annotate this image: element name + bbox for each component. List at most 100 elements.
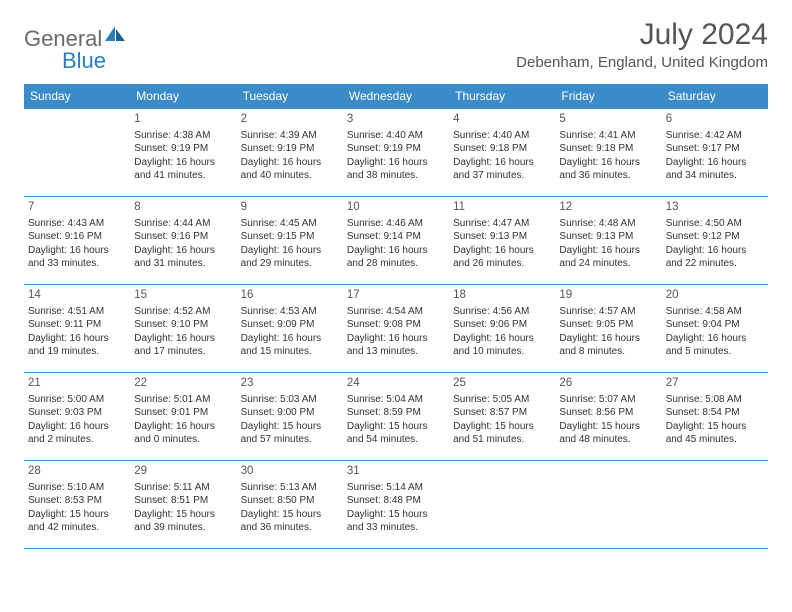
calendar-row: 21Sunrise: 5:00 AMSunset: 9:03 PMDayligh… bbox=[24, 373, 768, 461]
calendar-cell bbox=[662, 461, 768, 549]
calendar-cell: 12Sunrise: 4:48 AMSunset: 9:13 PMDayligh… bbox=[555, 197, 661, 285]
calendar-header: SundayMondayTuesdayWednesdayThursdayFrid… bbox=[24, 84, 768, 109]
day-number: 11 bbox=[453, 200, 551, 216]
calendar-cell: 25Sunrise: 5:05 AMSunset: 8:57 PMDayligh… bbox=[449, 373, 555, 461]
cell-line: Sunset: 8:59 PM bbox=[347, 406, 445, 420]
cell-line: Sunrise: 4:51 AM bbox=[28, 305, 126, 319]
cell-line: Daylight: 16 hours and 41 minutes. bbox=[134, 156, 232, 183]
cell-line: Daylight: 16 hours and 2 minutes. bbox=[28, 420, 126, 447]
calendar-cell: 6Sunrise: 4:42 AMSunset: 9:17 PMDaylight… bbox=[662, 109, 768, 197]
cell-line: Sunrise: 5:08 AM bbox=[666, 393, 764, 407]
cell-line: Sunset: 9:04 PM bbox=[666, 318, 764, 332]
cell-line: Sunset: 9:10 PM bbox=[134, 318, 232, 332]
cell-line: Daylight: 15 hours and 42 minutes. bbox=[28, 508, 126, 535]
calendar-cell: 18Sunrise: 4:56 AMSunset: 9:06 PMDayligh… bbox=[449, 285, 555, 373]
calendar-cell: 2Sunrise: 4:39 AMSunset: 9:19 PMDaylight… bbox=[237, 109, 343, 197]
cell-line: Sunrise: 5:04 AM bbox=[347, 393, 445, 407]
calendar-row: 1Sunrise: 4:38 AMSunset: 9:19 PMDaylight… bbox=[24, 109, 768, 197]
weekday-header: Friday bbox=[555, 84, 661, 109]
calendar-cell: 30Sunrise: 5:13 AMSunset: 8:50 PMDayligh… bbox=[237, 461, 343, 549]
day-number: 13 bbox=[666, 200, 764, 216]
calendar-row: 28Sunrise: 5:10 AMSunset: 8:53 PMDayligh… bbox=[24, 461, 768, 549]
calendar-cell: 3Sunrise: 4:40 AMSunset: 9:19 PMDaylight… bbox=[343, 109, 449, 197]
calendar-cell: 23Sunrise: 5:03 AMSunset: 9:00 PMDayligh… bbox=[237, 373, 343, 461]
calendar-cell: 26Sunrise: 5:07 AMSunset: 8:56 PMDayligh… bbox=[555, 373, 661, 461]
weekday-header: Wednesday bbox=[343, 84, 449, 109]
sail-icon bbox=[105, 26, 127, 42]
calendar-cell: 29Sunrise: 5:11 AMSunset: 8:51 PMDayligh… bbox=[130, 461, 236, 549]
cell-line: Sunset: 9:19 PM bbox=[134, 142, 232, 156]
cell-line: Sunrise: 4:38 AM bbox=[134, 129, 232, 143]
cell-line: Sunrise: 4:46 AM bbox=[347, 217, 445, 231]
cell-line: Sunrise: 5:10 AM bbox=[28, 481, 126, 495]
calendar-cell: 16Sunrise: 4:53 AMSunset: 9:09 PMDayligh… bbox=[237, 285, 343, 373]
cell-line: Sunset: 9:06 PM bbox=[453, 318, 551, 332]
day-number: 17 bbox=[347, 288, 445, 304]
cell-line: Sunrise: 4:42 AM bbox=[666, 129, 764, 143]
calendar-table: SundayMondayTuesdayWednesdayThursdayFrid… bbox=[24, 84, 768, 549]
cell-line: Daylight: 16 hours and 5 minutes. bbox=[666, 332, 764, 359]
calendar-cell: 4Sunrise: 4:40 AMSunset: 9:18 PMDaylight… bbox=[449, 109, 555, 197]
cell-line: Sunrise: 4:54 AM bbox=[347, 305, 445, 319]
calendar-cell: 21Sunrise: 5:00 AMSunset: 9:03 PMDayligh… bbox=[24, 373, 130, 461]
cell-line: Daylight: 16 hours and 38 minutes. bbox=[347, 156, 445, 183]
day-number: 25 bbox=[453, 376, 551, 392]
cell-line: Sunset: 9:15 PM bbox=[241, 230, 339, 244]
cell-line: Daylight: 15 hours and 54 minutes. bbox=[347, 420, 445, 447]
cell-line: Sunrise: 4:45 AM bbox=[241, 217, 339, 231]
calendar-cell: 9Sunrise: 4:45 AMSunset: 9:15 PMDaylight… bbox=[237, 197, 343, 285]
calendar-cell: 31Sunrise: 5:14 AMSunset: 8:48 PMDayligh… bbox=[343, 461, 449, 549]
calendar-cell: 28Sunrise: 5:10 AMSunset: 8:53 PMDayligh… bbox=[24, 461, 130, 549]
cell-line: Sunset: 9:13 PM bbox=[453, 230, 551, 244]
cell-line: Sunrise: 5:00 AM bbox=[28, 393, 126, 407]
cell-line: Sunrise: 4:50 AM bbox=[666, 217, 764, 231]
cell-line: Daylight: 15 hours and 36 minutes. bbox=[241, 508, 339, 535]
calendar-cell: 8Sunrise: 4:44 AMSunset: 9:16 PMDaylight… bbox=[130, 197, 236, 285]
day-number: 16 bbox=[241, 288, 339, 304]
cell-line: Sunrise: 5:14 AM bbox=[347, 481, 445, 495]
day-number: 7 bbox=[28, 200, 126, 216]
calendar-cell: 1Sunrise: 4:38 AMSunset: 9:19 PMDaylight… bbox=[130, 109, 236, 197]
cell-line: Daylight: 16 hours and 19 minutes. bbox=[28, 332, 126, 359]
cell-line: Sunrise: 4:56 AM bbox=[453, 305, 551, 319]
cell-line: Sunset: 9:08 PM bbox=[347, 318, 445, 332]
day-number: 5 bbox=[559, 112, 657, 128]
cell-line: Sunrise: 4:53 AM bbox=[241, 305, 339, 319]
cell-line: Sunset: 8:51 PM bbox=[134, 494, 232, 508]
cell-line: Daylight: 16 hours and 34 minutes. bbox=[666, 156, 764, 183]
day-number: 30 bbox=[241, 464, 339, 480]
cell-line: Sunset: 9:11 PM bbox=[28, 318, 126, 332]
cell-line: Sunset: 9:14 PM bbox=[347, 230, 445, 244]
cell-line: Daylight: 16 hours and 31 minutes. bbox=[134, 244, 232, 271]
cell-line: Sunset: 8:57 PM bbox=[453, 406, 551, 420]
cell-line: Daylight: 16 hours and 10 minutes. bbox=[453, 332, 551, 359]
cell-line: Sunset: 8:53 PM bbox=[28, 494, 126, 508]
cell-line: Sunset: 9:19 PM bbox=[241, 142, 339, 156]
cell-line: Sunrise: 4:44 AM bbox=[134, 217, 232, 231]
calendar-cell: 14Sunrise: 4:51 AMSunset: 9:11 PMDayligh… bbox=[24, 285, 130, 373]
header: GeneralBlue July 2024 Debenham, England,… bbox=[24, 18, 768, 74]
day-number: 28 bbox=[28, 464, 126, 480]
calendar-cell: 7Sunrise: 4:43 AMSunset: 9:16 PMDaylight… bbox=[24, 197, 130, 285]
cell-line: Daylight: 15 hours and 45 minutes. bbox=[666, 420, 764, 447]
cell-line: Sunrise: 4:39 AM bbox=[241, 129, 339, 143]
weekday-header: Sunday bbox=[24, 84, 130, 109]
cell-line: Daylight: 15 hours and 33 minutes. bbox=[347, 508, 445, 535]
cell-line: Sunset: 8:48 PM bbox=[347, 494, 445, 508]
weekday-header: Monday bbox=[130, 84, 236, 109]
calendar-cell: 27Sunrise: 5:08 AMSunset: 8:54 PMDayligh… bbox=[662, 373, 768, 461]
day-number: 19 bbox=[559, 288, 657, 304]
cell-line: Sunrise: 4:47 AM bbox=[453, 217, 551, 231]
calendar-cell: 15Sunrise: 4:52 AMSunset: 9:10 PMDayligh… bbox=[130, 285, 236, 373]
cell-line: Sunset: 9:19 PM bbox=[347, 142, 445, 156]
cell-line: Daylight: 15 hours and 51 minutes. bbox=[453, 420, 551, 447]
cell-line: Sunrise: 5:07 AM bbox=[559, 393, 657, 407]
cell-line: Sunset: 8:56 PM bbox=[559, 406, 657, 420]
title-block: July 2024 Debenham, England, United King… bbox=[516, 18, 768, 71]
cell-line: Daylight: 16 hours and 0 minutes. bbox=[134, 420, 232, 447]
cell-line: Daylight: 16 hours and 40 minutes. bbox=[241, 156, 339, 183]
cell-line: Sunset: 8:50 PM bbox=[241, 494, 339, 508]
logo: GeneralBlue bbox=[24, 18, 127, 74]
cell-line: Daylight: 15 hours and 48 minutes. bbox=[559, 420, 657, 447]
day-number: 10 bbox=[347, 200, 445, 216]
